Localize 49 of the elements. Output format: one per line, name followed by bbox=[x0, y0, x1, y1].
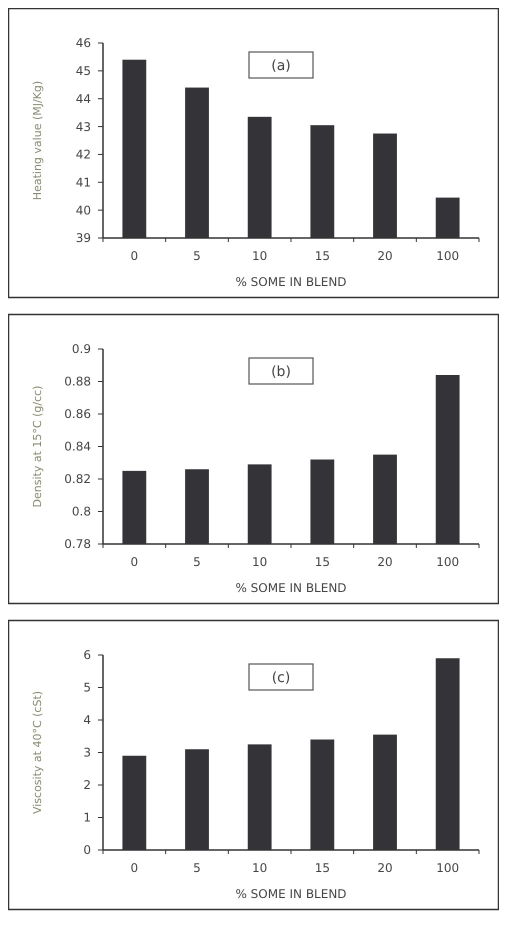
y-tick-label: 41 bbox=[76, 175, 91, 190]
y-axis-title: Viscosity at 40°C (cSt) bbox=[31, 690, 44, 814]
x-tick-label: 10 bbox=[252, 249, 268, 263]
y-tick-label: 0.88 bbox=[64, 374, 91, 389]
y-tick-label: 0.9 bbox=[72, 342, 91, 356]
x-tick-label: 0 bbox=[130, 861, 138, 875]
annotation: (b) bbox=[271, 364, 291, 380]
x-tick-label: 5 bbox=[193, 249, 201, 263]
y-tick-label: 45 bbox=[76, 64, 91, 78]
y-tick-label: 5 bbox=[83, 680, 91, 695]
x-axis-title: % SOME IN BLEND bbox=[235, 581, 347, 595]
y-tick-label: 0 bbox=[83, 843, 91, 858]
y-tick-label: 0.8 bbox=[72, 504, 91, 519]
x-tick-label: 5 bbox=[193, 861, 201, 875]
x-tick-label: 20 bbox=[377, 861, 393, 875]
y-tick-label: 0.82 bbox=[64, 472, 91, 486]
x-tick-label: 100 bbox=[436, 861, 460, 875]
x-tick-label: 15 bbox=[314, 555, 330, 569]
x-axis-title: % SOME IN BLEND bbox=[235, 275, 347, 289]
y-tick-label: 39 bbox=[76, 231, 91, 246]
x-tick-label: 20 bbox=[377, 555, 393, 569]
y-tick-label: 4 bbox=[83, 713, 91, 728]
x-tick-label: 0 bbox=[130, 555, 138, 569]
y-tick-label: 3 bbox=[83, 746, 91, 760]
y-tick-label: 40 bbox=[76, 203, 91, 218]
y-axis-title: Heating value (MJ/Kg) bbox=[31, 80, 44, 200]
y-tick-label: 43 bbox=[76, 120, 91, 134]
y-tick-label: 2 bbox=[83, 778, 91, 792]
x-tick-label: 0 bbox=[130, 249, 138, 263]
y-tick-label: 0.86 bbox=[64, 407, 91, 422]
x-tick-label: 15 bbox=[314, 249, 330, 263]
y-tick-label: 0.78 bbox=[64, 537, 91, 552]
annotation: (a) bbox=[271, 58, 291, 74]
y-tick-label: 44 bbox=[76, 92, 91, 106]
x-tick-label: 10 bbox=[252, 555, 268, 569]
y-tick-label: 6 bbox=[83, 648, 91, 662]
annotation: (c) bbox=[272, 670, 290, 686]
y-tick-label: 1 bbox=[83, 810, 91, 825]
x-tick-label: 15 bbox=[314, 861, 330, 875]
x-axis-title: % SOME IN BLEND bbox=[235, 887, 347, 901]
x-tick-label: 100 bbox=[436, 555, 460, 569]
x-tick-label: 5 bbox=[193, 555, 201, 569]
y-tick-label: 0.84 bbox=[64, 440, 91, 454]
y-tick-label: 46 bbox=[76, 36, 91, 50]
x-tick-label: 10 bbox=[252, 861, 268, 875]
y-axis-title: Density at 15°C (g/cc) bbox=[31, 386, 44, 508]
x-tick-label: 100 bbox=[436, 249, 460, 263]
x-tick-label: 20 bbox=[377, 249, 393, 263]
y-tick-label: 42 bbox=[76, 148, 91, 162]
